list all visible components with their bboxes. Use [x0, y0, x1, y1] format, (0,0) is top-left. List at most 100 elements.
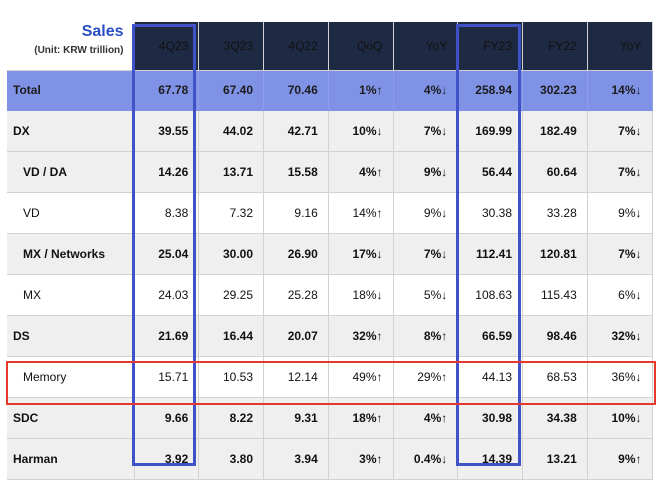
row-label: VD: [7, 192, 135, 234]
cell-value: 98.46: [522, 315, 588, 357]
cell-value: 258.94: [457, 70, 523, 111]
cell-change: 6%↓: [587, 274, 653, 316]
cell-value: 30.00: [198, 233, 264, 275]
table-row-vd-da: VD / DA 14.26 13.71 15.58 4%↑ 9%↓ 56.44 …: [7, 151, 653, 193]
cell-value: 3.80: [198, 438, 264, 480]
cell-value: 14.39: [457, 438, 523, 480]
cell-change: 18%↑: [328, 397, 394, 439]
cell-change: 9%↓: [393, 192, 459, 234]
cell-value: 60.64: [522, 151, 588, 193]
table-corner: Sales (Unit: KRW trillion): [7, 22, 135, 71]
cell-change: 17%↓: [328, 233, 394, 275]
cell-value: 120.81: [522, 233, 588, 275]
cell-change: 8%↑: [393, 315, 459, 357]
cell-change: 10%↓: [328, 110, 394, 152]
cell-value: 14.26: [134, 151, 200, 193]
cell-value: 9.31: [263, 397, 329, 439]
cell-value: 24.03: [134, 274, 200, 316]
cell-change: 32%↓: [587, 315, 653, 357]
cell-value: 13.71: [198, 151, 264, 193]
table-row-sdc: SDC 9.66 8.22 9.31 18%↑ 4%↑ 30.98 34.38 …: [7, 397, 653, 439]
column-header-yoy-annual: YoY: [587, 22, 653, 71]
cell-value: 169.99: [457, 110, 523, 152]
cell-value: 33.28: [522, 192, 588, 234]
table-row-total: Total 67.78 67.40 70.46 1%↑ 4%↓ 258.94 3…: [7, 70, 653, 111]
column-header-4q23: 4Q23: [134, 22, 200, 71]
cell-value: 42.71: [263, 110, 329, 152]
cell-value: 13.21: [522, 438, 588, 480]
cell-change: 14%↓: [587, 70, 653, 111]
row-label: Total: [7, 70, 135, 111]
cell-value: 12.14: [263, 356, 329, 398]
row-label: DX: [7, 110, 135, 152]
cell-change: 7%↓: [587, 151, 653, 193]
cell-value: 8.38: [134, 192, 200, 234]
cell-value: 10.53: [198, 356, 264, 398]
table-row-dx: DX 39.55 44.02 42.71 10%↓ 7%↓ 169.99 182…: [7, 110, 653, 152]
table-row-harman: Harman 3.92 3.80 3.94 3%↑ 0.4%↓ 14.39 13…: [7, 438, 653, 480]
cell-change: 7%↓: [587, 233, 653, 275]
cell-value: 3.94: [263, 438, 329, 480]
cell-value: 7.32: [198, 192, 264, 234]
cell-value: 25.28: [263, 274, 329, 316]
cell-change: 9%↓: [587, 192, 653, 234]
row-label: MX: [7, 274, 135, 316]
cell-change: 1%↑: [328, 70, 394, 111]
cell-change: 4%↓: [393, 70, 459, 111]
cell-value: 25.04: [134, 233, 200, 275]
column-header-4q22: 4Q22: [263, 22, 329, 71]
cell-value: 20.07: [263, 315, 329, 357]
cell-value: 30.38: [457, 192, 523, 234]
cell-value: 44.02: [198, 110, 264, 152]
row-label: SDC: [7, 397, 135, 439]
cell-change: 4%↑: [328, 151, 394, 193]
cell-value: 26.90: [263, 233, 329, 275]
cell-value: 39.55: [134, 110, 200, 152]
cell-value: 29.25: [198, 274, 264, 316]
cell-value: 3.92: [134, 438, 200, 480]
column-header-3q23: 3Q23: [198, 22, 264, 71]
cell-value: 302.23: [522, 70, 588, 111]
cell-value: 182.49: [522, 110, 588, 152]
cell-change: 18%↓: [328, 274, 394, 316]
table-row-mx-networks: MX / Networks 25.04 30.00 26.90 17%↓ 7%↓…: [7, 233, 653, 275]
cell-change: 29%↑: [393, 356, 459, 398]
cell-value: 70.46: [263, 70, 329, 111]
table-row-mx: MX 24.03 29.25 25.28 18%↓ 5%↓ 108.63 115…: [7, 274, 653, 316]
row-label: Memory: [7, 356, 135, 398]
cell-value: 9.66: [134, 397, 200, 439]
cell-change: 4%↑: [393, 397, 459, 439]
cell-change: 5%↓: [393, 274, 459, 316]
cell-change: 3%↑: [328, 438, 394, 480]
cell-value: 67.40: [198, 70, 264, 111]
sales-table: Sales (Unit: KRW trillion) 4Q23 3Q23 4Q2…: [7, 22, 653, 480]
table-row-memory: Memory 15.71 10.53 12.14 49%↑ 29%↑ 44.13…: [7, 356, 653, 398]
cell-value: 15.71: [134, 356, 200, 398]
cell-change: 32%↑: [328, 315, 394, 357]
cell-change: 14%↑: [328, 192, 394, 234]
cell-value: 9.16: [263, 192, 329, 234]
row-label: VD / DA: [7, 151, 135, 193]
cell-value: 16.44: [198, 315, 264, 357]
cell-value: 8.22: [198, 397, 264, 439]
cell-value: 44.13: [457, 356, 523, 398]
cell-value: 67.78: [134, 70, 200, 111]
cell-value: 115.43: [522, 274, 588, 316]
table-row-ds: DS 21.69 16.44 20.07 32%↑ 8%↑ 66.59 98.4…: [7, 315, 653, 357]
cell-change: 9%↑: [587, 438, 653, 480]
cell-value: 68.53: [522, 356, 588, 398]
cell-change: 7%↓: [393, 110, 459, 152]
table-title: Sales: [81, 23, 124, 40]
cell-value: 56.44: [457, 151, 523, 193]
column-header-fy23: FY23: [457, 22, 523, 71]
row-label: DS: [7, 315, 135, 357]
column-header-yoy-quarter: YoY: [393, 22, 459, 71]
cell-change: 10%↓: [587, 397, 653, 439]
header-row: Sales (Unit: KRW trillion) 4Q23 3Q23 4Q2…: [7, 22, 653, 71]
row-label: Harman: [7, 438, 135, 480]
cell-value: 15.58: [263, 151, 329, 193]
cell-value: 34.38: [522, 397, 588, 439]
column-header-fy22: FY22: [522, 22, 588, 71]
cell-change: 49%↑: [328, 356, 394, 398]
